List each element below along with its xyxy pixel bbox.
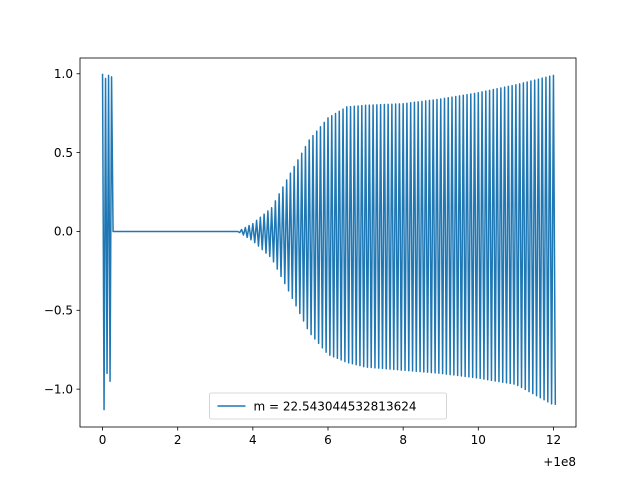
legend-box [209,392,447,420]
y-axis: 1.0 0.5 0.0 −0.5 −1.0 [44,67,80,396]
x-tick-label: 2 [174,433,182,447]
legend: m = 22.543044532813624 [209,392,447,420]
plot-area [101,73,557,411]
y-tick-label: −0.5 [44,304,73,318]
y-tick-label: 0.0 [54,225,73,239]
x-tick-label: 6 [324,433,332,447]
series-line-0 [101,73,557,411]
y-tick-label: 0.5 [54,146,73,160]
x-offset-label: +1e8 [543,455,576,469]
y-tick-label: −1.0 [44,382,73,396]
y-tick-label: 1.0 [54,67,73,81]
legend-label: m = 22.543044532813624 [254,399,417,413]
x-tick-label: 12 [546,433,561,447]
x-tick-label: 10 [471,433,486,447]
x-axis: 0 2 4 6 8 10 12 [99,427,561,447]
x-tick-label: 4 [249,433,257,447]
x-tick-label: 8 [399,433,407,447]
x-tick-label: 0 [99,433,107,447]
